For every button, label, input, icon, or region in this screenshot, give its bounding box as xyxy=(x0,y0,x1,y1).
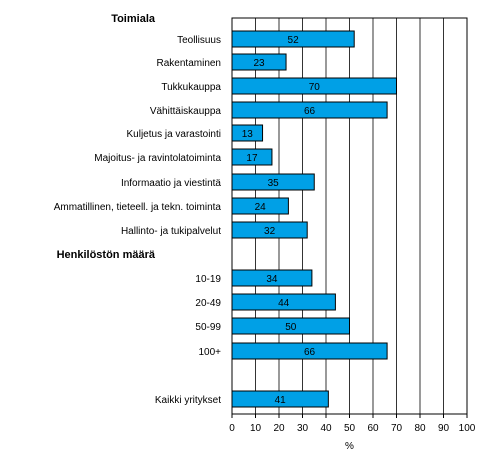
bar xyxy=(231,148,273,166)
bar xyxy=(231,317,350,335)
category-label: 10-19 xyxy=(195,274,221,285)
x-axis: 0 10 20 30 40 50 60 70 80 90 100% xyxy=(229,414,476,452)
category-label: Rakentaminen xyxy=(157,58,221,69)
bar xyxy=(231,221,308,239)
x-tick-label: 0 xyxy=(229,423,235,434)
x-tick-label: 90 xyxy=(438,423,450,434)
data-label: 35 xyxy=(268,178,280,189)
data-label: 66 xyxy=(304,106,316,117)
bar xyxy=(231,124,264,142)
bar xyxy=(231,197,289,215)
category-label: 50-99 xyxy=(195,322,221,333)
data-label: 17 xyxy=(246,153,258,164)
bar xyxy=(231,101,388,119)
category-label: Kaikki yritykset xyxy=(155,395,221,406)
bar xyxy=(231,269,313,287)
x-tick-label: 80 xyxy=(414,423,426,434)
category-labels: Toimiala Teollisuus Rakentaminen Tukkukaupp… xyxy=(54,13,222,406)
bar xyxy=(231,390,329,408)
bar xyxy=(231,53,287,71)
bar xyxy=(231,77,397,95)
group-title: Henkilöstön määrä xyxy=(57,249,156,261)
x-tick-label: 70 xyxy=(391,423,403,434)
category-label: Vähittäiskauppa xyxy=(150,106,222,117)
x-tick-label: 50 xyxy=(344,423,356,434)
x-tick-label: 10 xyxy=(250,423,262,434)
category-label: Ammatillinen, tieteell. ja tekn. toimint… xyxy=(54,202,222,213)
bar xyxy=(231,342,388,360)
category-label: Informaatio ja viestintä xyxy=(121,178,221,189)
category-label: Hallinto- ja tukipalvelut xyxy=(121,226,221,237)
category-label: Kuljetus ja varastointi xyxy=(127,129,222,140)
data-label: 44 xyxy=(278,298,290,309)
data-label: 23 xyxy=(253,58,265,69)
group-title: Toimiala xyxy=(111,13,156,25)
data-label: 50 xyxy=(285,322,297,333)
x-tick-label: 100 xyxy=(459,423,476,434)
data-label: 13 xyxy=(242,129,254,140)
category-label: 100+ xyxy=(198,347,221,358)
x-axis-label: % xyxy=(345,441,354,452)
data-label: 70 xyxy=(309,82,321,93)
data-label: 24 xyxy=(255,202,267,213)
x-tick-label: 40 xyxy=(320,423,332,434)
data-label: 52 xyxy=(288,35,300,46)
data-label: 34 xyxy=(266,274,278,285)
bar xyxy=(231,30,355,48)
data-label: 32 xyxy=(264,226,276,237)
x-tick-label: 30 xyxy=(297,423,309,434)
category-label: Tukkukauppa xyxy=(161,82,221,93)
data-label: 41 xyxy=(275,395,287,406)
x-tick-label: 60 xyxy=(367,423,379,434)
category-label: Majoitus- ja ravintolatoiminta xyxy=(94,153,221,164)
bar xyxy=(231,293,336,311)
category-label: Teollisuus xyxy=(177,35,221,46)
data-label: 66 xyxy=(304,347,316,358)
bars: 52 23 70 66 13 17 35 24 32 34 44 50 66 41 xyxy=(231,30,397,408)
bar xyxy=(231,173,315,191)
x-tick-label: 20 xyxy=(273,423,285,434)
category-label: 20-49 xyxy=(195,298,221,309)
